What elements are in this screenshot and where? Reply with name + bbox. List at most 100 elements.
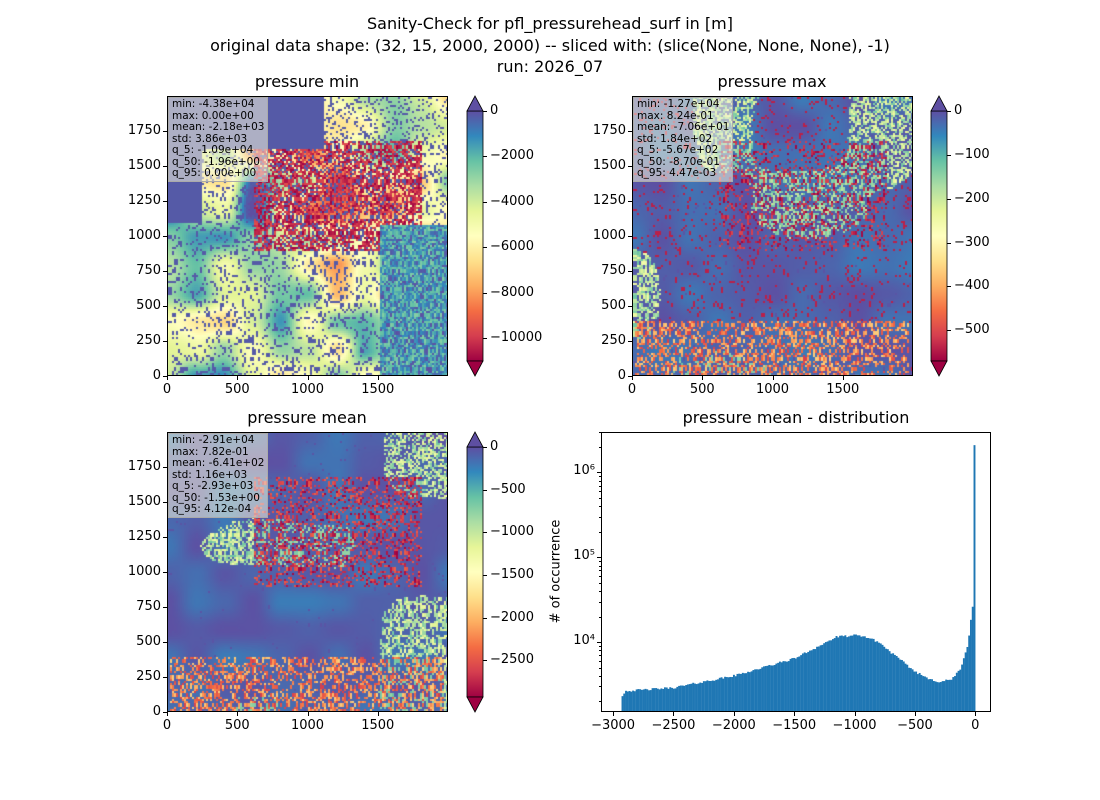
x-tick xyxy=(377,376,379,380)
histogram-bar xyxy=(701,682,704,712)
histogram-bar xyxy=(897,657,900,712)
y-tick-label: 250 xyxy=(136,669,161,684)
histogram-bar xyxy=(768,664,771,712)
histogram-bar xyxy=(890,653,893,712)
histogram-bar xyxy=(660,688,663,712)
histogram-bar xyxy=(879,643,882,712)
histogram-bar xyxy=(947,679,949,712)
y-tick xyxy=(163,341,167,342)
histogram-bar xyxy=(771,665,774,712)
y-tick xyxy=(597,557,601,559)
y-tick xyxy=(163,607,167,608)
histogram-bar xyxy=(770,665,773,712)
y-minor-tick xyxy=(599,655,601,657)
y-minor-tick xyxy=(599,701,601,703)
x-tick xyxy=(613,712,615,716)
y-tick-label: 1750 xyxy=(592,123,626,138)
y-tick xyxy=(163,502,167,503)
histogram-bar xyxy=(787,661,790,712)
stats-line: mean: -2.18e+03 xyxy=(172,121,265,133)
figure-title-line3: run: 2026_07 xyxy=(496,57,604,76)
stats-line: std: 1.16e+03 xyxy=(172,468,248,481)
y-tick xyxy=(163,131,167,132)
y-tick xyxy=(628,236,632,237)
histogram-bar xyxy=(962,658,965,712)
x-tick xyxy=(307,376,309,380)
x-tick-label: 1500 xyxy=(361,718,395,733)
histogram-bar xyxy=(950,679,953,712)
y-tick xyxy=(163,376,167,377)
histogram-bar xyxy=(908,667,911,712)
y-tick-label: 750 xyxy=(601,263,626,278)
histogram-bar xyxy=(805,653,808,712)
colorbar-tick xyxy=(483,574,487,576)
heatmap-axes xyxy=(167,96,448,376)
y-minor-tick xyxy=(599,675,601,677)
x-tick-label: 500 xyxy=(224,718,250,733)
histogram-bar xyxy=(692,682,695,712)
y-minor-tick xyxy=(599,432,601,433)
histogram-bar xyxy=(842,636,845,712)
histogram-bar xyxy=(732,674,735,712)
histogram-bar xyxy=(819,645,822,712)
axes-frame xyxy=(601,432,991,712)
histogram-bar xyxy=(867,638,870,712)
colorbar-tick-label: 0 xyxy=(954,103,963,118)
histogram-bar xyxy=(639,689,642,712)
histogram-bar xyxy=(966,646,969,712)
histogram-bar xyxy=(642,689,645,712)
histogram-bar xyxy=(778,661,781,712)
histogram-bar xyxy=(858,635,861,712)
x-tick xyxy=(237,712,239,716)
histogram-bar xyxy=(663,687,666,712)
histogram-bar xyxy=(964,652,967,712)
histogram-bar xyxy=(833,638,836,712)
histogram-bar xyxy=(708,680,711,712)
histogram-bar xyxy=(821,644,824,712)
histogram-bar xyxy=(968,635,971,712)
colorbar-tick-label: 0 xyxy=(490,439,499,454)
histogram-bar xyxy=(853,634,856,712)
histogram-bar xyxy=(862,636,865,712)
colorbar-tick xyxy=(947,286,951,288)
histogram-bar xyxy=(870,638,873,712)
y-tick xyxy=(628,131,632,132)
histogram-bar xyxy=(676,686,679,712)
y-minor-tick xyxy=(599,516,601,518)
x-tick xyxy=(237,376,239,380)
stats-line: q_95: 4.47e-03 xyxy=(637,167,717,179)
stats-line: min: -4.38e+04 xyxy=(172,98,255,110)
histogram-bar xyxy=(671,687,673,712)
histogram-bar xyxy=(941,681,944,712)
y-tick xyxy=(163,271,167,272)
histogram-bar xyxy=(713,680,716,712)
histogram-bar xyxy=(651,688,654,712)
y-tick xyxy=(163,642,167,643)
histogram-bar xyxy=(906,664,909,712)
histogram-bar xyxy=(621,696,624,712)
stats-line: max: 7.82e-01 xyxy=(172,445,249,458)
y-minor-tick xyxy=(599,591,601,593)
histogram-bar xyxy=(718,677,721,712)
histogram-bar xyxy=(706,680,709,712)
figure-title-line2: original data shape: (32, 15, 2000, 2000… xyxy=(210,36,890,55)
histogram-bar xyxy=(734,676,737,712)
histogram-bar xyxy=(665,687,668,712)
y-minor-tick xyxy=(599,582,601,584)
colorbar-tick xyxy=(947,111,951,112)
histogram-bar xyxy=(725,677,728,712)
histogram-bar xyxy=(763,666,765,712)
histogram-bar xyxy=(860,636,863,712)
x-tick xyxy=(167,712,168,716)
stats-line: max: 8.24e-01 xyxy=(637,109,714,122)
histogram-bar xyxy=(649,690,652,712)
histogram-bar xyxy=(840,635,843,712)
histogram-bar xyxy=(844,635,847,712)
histogram-bar xyxy=(637,689,640,712)
histogram-bar xyxy=(922,676,925,712)
x-tick-label: 1500 xyxy=(361,382,395,397)
stats-line: q_95: 4.12e-04 xyxy=(172,503,252,515)
histogram-bar xyxy=(683,685,686,712)
histogram-bar xyxy=(669,687,672,712)
y-minor-tick xyxy=(599,491,601,493)
